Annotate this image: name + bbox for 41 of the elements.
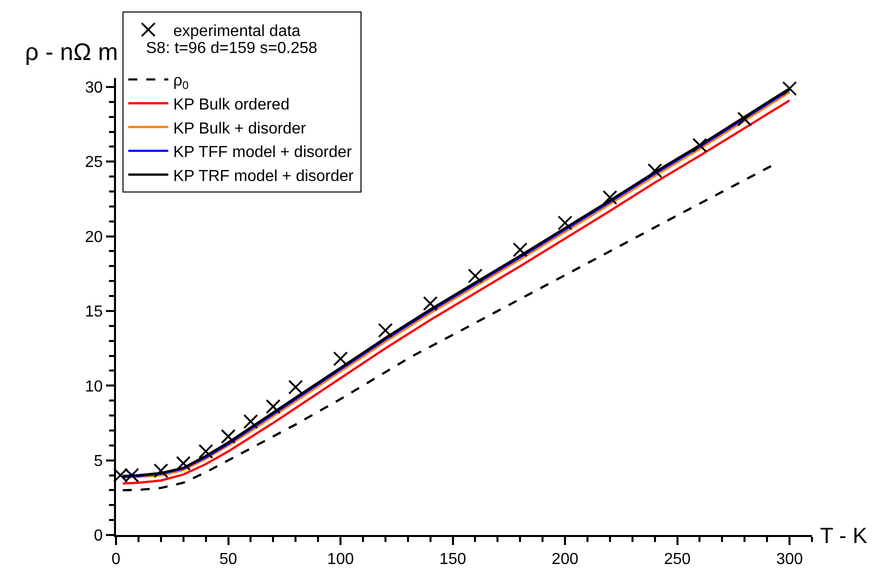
y-axis-title: ρ - nΩ m: [25, 39, 118, 66]
legend-label: KP TFF model + disorder: [173, 144, 353, 162]
point: [220, 429, 236, 444]
point: [176, 456, 191, 471]
legend-label: ρ$_{0}$: [173, 72, 189, 92]
x-tick-label: 250: [664, 551, 691, 568]
y-tick-label: 15: [85, 304, 103, 321]
x-tick-label: 150: [439, 551, 466, 568]
point: [782, 81, 797, 96]
point: [692, 138, 708, 153]
x-tick-label: 50: [219, 551, 238, 568]
point: [558, 215, 572, 230]
point: [333, 351, 348, 366]
text: S8: t=96 d=159 s=0.258: [146, 40, 318, 57]
x-tick-label: 300: [776, 551, 803, 568]
point: [243, 414, 258, 429]
point: [288, 380, 304, 395]
point: [512, 242, 528, 258]
point: [266, 399, 281, 414]
point: [737, 112, 752, 126]
y-tick-label: 20: [85, 228, 103, 246]
x-tick-label: 100: [327, 551, 354, 568]
x-axis-title: T - K: [820, 523, 868, 548]
y-tick-label: 0: [94, 528, 103, 545]
point: [154, 463, 168, 478]
legend-label: KP TRF model + disorder: [173, 168, 354, 185]
point: [422, 296, 438, 311]
x-tick-label: 200: [552, 551, 578, 568]
point: [468, 268, 483, 284]
y-tick-label: 25: [85, 154, 103, 172]
legend-label: KP Bulk + disorder: [173, 120, 307, 138]
point: [647, 163, 662, 178]
y-tick-label: 10: [85, 378, 103, 396]
point: [602, 190, 618, 205]
point: [198, 444, 214, 459]
legend-label: experimental data: [173, 22, 301, 40]
y-tick-label: 30: [85, 80, 103, 97]
legend-label: KP Bulk ordered: [173, 96, 290, 114]
x-tick-label: 0: [112, 551, 121, 568]
point: [378, 323, 393, 338]
y-tick-label: 5: [94, 452, 103, 470]
